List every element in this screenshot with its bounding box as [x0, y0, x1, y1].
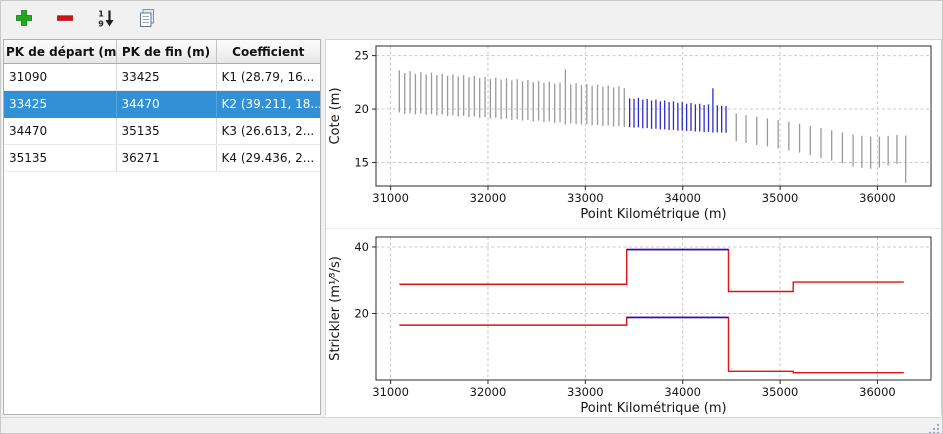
svg-text:15: 15: [354, 155, 369, 169]
svg-text:31000: 31000: [372, 191, 409, 205]
cell-pk-depart[interactable]: 35135: [4, 144, 117, 172]
status-bar: [1, 417, 942, 433]
main-area: PK de départ (m) PK de fin (m) Coefficie…: [1, 38, 942, 424]
cell-coefficient[interactable]: K3 (26.613, 2...: [216, 117, 320, 145]
svg-text:Point Kilométrique (m): Point Kilométrique (m): [580, 207, 726, 222]
table-row-selected[interactable]: 33425 34470 K2 (39.211, 18...: [4, 90, 320, 118]
svg-text:25: 25: [354, 49, 369, 63]
cell-pk-depart[interactable]: 33425: [4, 90, 117, 118]
col-header-coefficient[interactable]: Coefficient: [216, 40, 320, 64]
col-header-pk-fin[interactable]: PK de fin (m): [116, 40, 217, 64]
plus-icon: [14, 8, 34, 32]
col-header-pk-depart[interactable]: PK de départ (m): [4, 40, 117, 64]
charts-panel: 31000 32000 33000 34000 35000 36000 15 20 25 Poin…: [325, 39, 942, 424]
svg-text:1: 1: [98, 9, 104, 18]
table-row[interactable]: 34470 35135 K3 (26.613, 2...: [4, 117, 320, 145]
svg-text:35000: 35000: [762, 191, 799, 205]
copy-button[interactable]: [133, 6, 161, 34]
svg-text:9: 9: [98, 19, 104, 28]
sort-button[interactable]: 1 9: [92, 6, 120, 34]
cell-pk-fin[interactable]: 33425: [116, 63, 217, 91]
cell-pk-fin[interactable]: 36271: [116, 144, 217, 172]
table-row[interactable]: 31090 33425 K1 (28.79, 16...: [4, 63, 320, 91]
cell-pk-fin[interactable]: 35135: [116, 117, 217, 145]
svg-text:20: 20: [354, 102, 369, 116]
svg-text:35000: 35000: [762, 385, 799, 399]
svg-text:33000: 33000: [567, 191, 604, 205]
chart-separator: [326, 228, 941, 229]
coefficient-table: PK de départ (m) PK de fin (m) Coefficie…: [4, 40, 320, 172]
copy-table-icon: [137, 8, 157, 32]
table-header-row: PK de départ (m) PK de fin (m) Coefficie…: [4, 40, 320, 64]
table-row[interactable]: 35135 36271 K4 (29.436, 2...: [4, 144, 320, 172]
svg-text:40: 40: [354, 240, 369, 254]
profile-chart: 31000 32000 33000 34000 35000 36000 15 20 25 Poin…: [326, 40, 941, 228]
resize-grip[interactable]: [927, 420, 940, 433]
cell-coefficient[interactable]: K1 (28.79, 16...: [216, 63, 320, 91]
svg-text:36000: 36000: [859, 191, 896, 205]
sort-numeric-icon: 1 9: [96, 8, 116, 32]
minus-icon: [55, 8, 75, 32]
add-button[interactable]: [10, 6, 38, 34]
svg-text:36000: 36000: [859, 385, 896, 399]
svg-text:20: 20: [354, 306, 369, 320]
cell-coefficient[interactable]: K4 (29.436, 2...: [216, 144, 320, 172]
svg-text:Cote (m): Cote (m): [328, 87, 343, 144]
cell-pk-depart[interactable]: 31090: [4, 63, 117, 91]
cell-coefficient[interactable]: K2 (39.211, 18...: [216, 90, 320, 118]
cell-pk-fin[interactable]: 34470: [116, 90, 217, 118]
toolbar: 1 9: [1, 1, 942, 38]
svg-text:32000: 32000: [470, 191, 507, 205]
svg-text:34000: 34000: [664, 191, 701, 205]
svg-text:32000: 32000: [470, 385, 507, 399]
svg-text:Strickler (m¹⁄³/s): Strickler (m¹⁄³/s): [328, 256, 343, 361]
svg-text:34000: 34000: [664, 385, 701, 399]
svg-text:Point Kilométrique (m): Point Kilométrique (m): [580, 401, 726, 416]
svg-text:33000: 33000: [567, 385, 604, 399]
cell-pk-depart[interactable]: 34470: [4, 117, 117, 145]
remove-button[interactable]: [51, 6, 79, 34]
svg-text:31000: 31000: [372, 385, 409, 399]
strickler-chart: 31000 32000 33000 34000 35000 36000 20 40 Point …: [326, 229, 941, 424]
coefficient-table-panel: PK de départ (m) PK de fin (m) Coefficie…: [3, 39, 321, 415]
